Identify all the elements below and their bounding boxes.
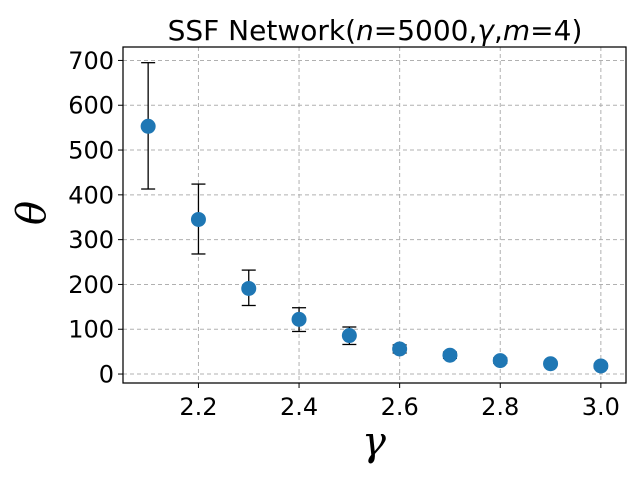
chart-title: SSF Network(n=5000,γ,m=4) — [168, 14, 583, 47]
title-prefix: SSF Network( — [168, 14, 356, 47]
x-tick-label: 3.0 — [582, 393, 620, 421]
y-tick-label: 200 — [68, 271, 114, 299]
data-point — [190, 211, 206, 227]
data-point — [241, 280, 257, 296]
y-tick-label: 700 — [68, 47, 114, 75]
data-point — [543, 356, 559, 372]
y-tick-label: 500 — [68, 137, 114, 165]
data-point — [442, 347, 458, 363]
y-tick-label: 600 — [68, 92, 114, 120]
x-axis-ticks: 2.2 2.4 2.6 2.8 3.0 — [179, 383, 620, 421]
errorbars — [141, 62, 608, 369]
x-tick-label: 2.2 — [179, 393, 217, 421]
y-tick-label: 100 — [68, 316, 114, 344]
title-param-symbol: γ — [477, 14, 495, 47]
x-tick-label: 2.6 — [381, 393, 419, 421]
y-axis-label: θ — [9, 201, 55, 225]
data-point — [140, 118, 156, 134]
data-point — [492, 353, 508, 369]
title-param-value: =5000 — [374, 14, 469, 47]
x-tick-label: 2.8 — [481, 393, 519, 421]
title-separator: , — [494, 14, 503, 47]
data-point — [593, 358, 609, 374]
data-point — [291, 311, 307, 327]
data-points — [140, 118, 609, 374]
title-param-symbol: m — [503, 14, 530, 47]
y-tick-label: 400 — [68, 181, 114, 209]
y-tick-label: 0 — [99, 361, 114, 389]
title-param-symbol: n — [356, 14, 374, 47]
title-param-value: =4 — [530, 14, 571, 47]
x-tick-label: 2.4 — [280, 393, 318, 421]
title-separator: , — [468, 14, 477, 47]
title-suffix: ) — [571, 14, 582, 47]
data-point — [392, 341, 408, 357]
y-tick-label: 300 — [68, 226, 114, 254]
y-axis-ticks: 0 100 200 300 400 500 600 700 — [68, 47, 123, 389]
plot-frame — [122, 46, 627, 384]
x-axis-label: γ — [362, 419, 386, 465]
data-point — [341, 328, 357, 344]
